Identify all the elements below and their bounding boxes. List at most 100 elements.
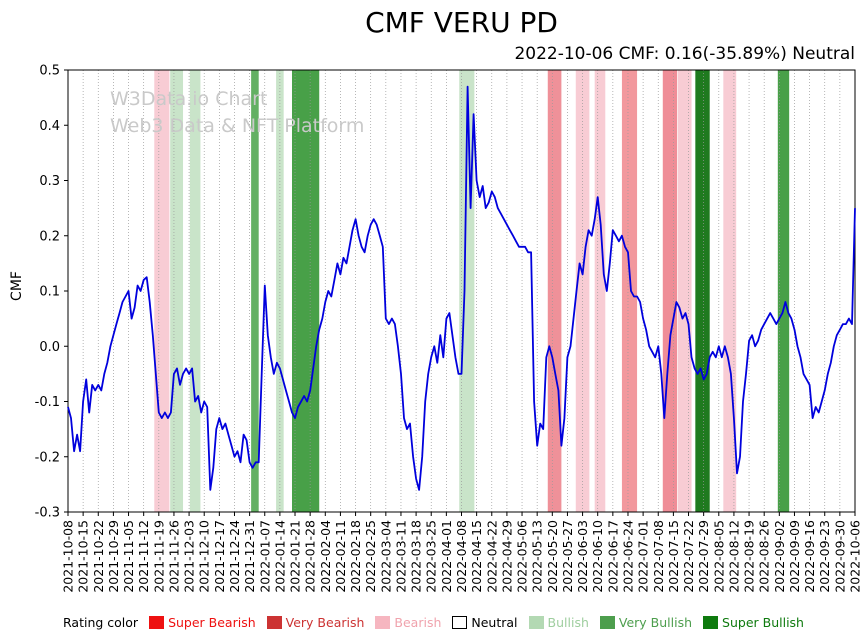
legend-swatch-very-bullish	[599, 616, 615, 629]
rating-band	[276, 70, 284, 512]
legend-item-super-bearish: Super Bearish	[149, 615, 256, 630]
legend-item-label: Very Bullish	[618, 615, 693, 630]
x-tick-label: 2022-03-04	[378, 520, 393, 593]
x-tick-label: 2022-04-29	[499, 520, 514, 593]
x-tick-label: 2022-05-06	[515, 520, 530, 593]
y-tick-label: -0.2	[35, 450, 60, 465]
x-tick-label: 2022-03-11	[393, 520, 408, 593]
legend-item-label: Super Bullish	[722, 615, 804, 630]
watermark-line2: Web3 Data & NFT Platform	[110, 114, 365, 137]
x-tick-label: 2022-01-14	[272, 520, 287, 593]
rating-band	[662, 70, 678, 512]
x-tick-label: 2022-02-18	[348, 520, 363, 593]
cmf-line	[67, 85, 856, 491]
rating-band	[594, 70, 606, 512]
x-tick-label: 2022-09-16	[802, 520, 817, 593]
legend-swatch-bearish	[375, 616, 391, 629]
x-tick-label: 2022-07-29	[696, 520, 711, 593]
x-tick-label: 2022-04-08	[454, 520, 469, 593]
x-tick-label: 2022-04-01	[439, 520, 454, 593]
legend-item-label: Super Bearish	[168, 615, 256, 630]
legend-swatch-bullish	[528, 616, 544, 629]
watermark: W3Data.io Chart Web3 Data & NFT Platform	[110, 86, 364, 139]
rating-band	[677, 70, 692, 512]
legend-item-label: Bullish	[547, 615, 589, 630]
x-tick-label: 2022-06-24	[620, 520, 635, 593]
rating-band	[251, 70, 259, 512]
x-tick-label: 2021-12-10	[197, 520, 212, 593]
x-tick-label: 2021-10-22	[91, 520, 106, 593]
x-tick-label: 2022-01-28	[303, 520, 318, 593]
legend-item-label: Bearish	[394, 615, 442, 630]
legend-item-label: Very Bearish	[285, 615, 365, 630]
x-tick-label: 2021-12-17	[212, 520, 227, 593]
x-tick-label: 2022-09-30	[832, 520, 847, 593]
x-tick-label: 2021-11-12	[136, 520, 151, 593]
rating-band	[777, 70, 790, 512]
chart-title: CMF VERU PD	[365, 6, 558, 39]
y-tick-label: 0.4	[39, 119, 60, 134]
y-tick-label: 0.2	[39, 229, 60, 244]
x-tick-label: 2021-11-05	[121, 520, 136, 593]
x-tick-label: 2021-10-08	[61, 520, 76, 593]
legend-swatch-neutral	[452, 616, 468, 629]
rating-band	[575, 70, 590, 512]
x-tick-label: 2022-07-15	[666, 520, 681, 593]
rating-band	[547, 70, 562, 512]
legend-item-bullish: Bullish	[528, 615, 589, 630]
legend-item-very-bullish: Very Bullish	[599, 615, 693, 630]
x-tick-label: 2022-05-20	[545, 520, 560, 593]
legend-item-very-bearish: Very Bearish	[266, 615, 365, 630]
x-tick-label: 2022-05-27	[560, 520, 575, 593]
x-tick-label: 2021-12-31	[242, 520, 257, 593]
y-tick-label: 0.5	[39, 64, 60, 79]
y-tick-label: 0.1	[39, 285, 60, 300]
x-tick-label: 2022-04-15	[469, 520, 484, 593]
x-tick-label: 2021-12-24	[227, 520, 242, 593]
x-tick-label: 2022-06-03	[575, 520, 590, 593]
legend-items: Super Bearish Very Bearish Bearish Neutral B…	[149, 615, 804, 630]
rating-band	[695, 70, 710, 512]
watermark-line1: W3Data.io Chart	[110, 88, 268, 110]
rating-legend: Rating color Super Bearish Very Bearish Be…	[0, 615, 867, 630]
y-tick-label: -0.1	[35, 395, 60, 410]
rating-band	[170, 70, 184, 512]
x-tick-label: 2022-08-05	[711, 520, 726, 593]
x-tick-label: 2021-10-29	[106, 520, 121, 593]
x-tick-label: 2022-02-25	[363, 520, 378, 593]
legend-item-bearish: Bearish	[375, 615, 441, 630]
legend-title: Rating color	[63, 615, 139, 630]
y-axis-label: CMF	[8, 271, 25, 301]
x-tick-label: 2021-11-26	[166, 520, 181, 593]
x-tick-label: 2022-03-25	[424, 520, 439, 593]
x-tick-label: 2022-04-22	[484, 520, 499, 593]
legend-swatch-super-bearish	[149, 616, 165, 629]
legend-swatch-very-bearish	[266, 616, 282, 629]
x-tick-label: 2022-07-08	[651, 520, 666, 593]
x-tick-label: 2022-03-18	[409, 520, 424, 593]
x-tick-label: 2022-06-17	[605, 520, 620, 593]
x-tick-label: 2022-10-06	[848, 520, 863, 593]
rating-band	[189, 70, 201, 512]
x-tick-label: 2022-09-02	[772, 520, 787, 593]
legend-item-super-bullish: Super Bullish	[703, 615, 804, 630]
rating-band	[291, 70, 320, 512]
x-tick-label: 2021-12-03	[182, 520, 197, 593]
x-tick-label: 2022-01-07	[257, 520, 272, 593]
y-tick-label: -0.3	[35, 506, 60, 521]
x-tick-label: 2022-09-09	[787, 520, 802, 593]
y-tick-label: 0.3	[39, 174, 60, 189]
x-tick-label: 2022-08-26	[757, 520, 772, 593]
x-tick-label: 2022-01-21	[288, 520, 303, 593]
x-tick-label: 2021-11-19	[151, 520, 166, 593]
x-tick-label: 2022-06-10	[590, 520, 605, 593]
legend-item-label: Neutral	[471, 615, 518, 630]
x-tick-label: 2022-08-19	[742, 520, 757, 593]
legend-item-neutral: Neutral	[452, 615, 518, 630]
x-tick-label: 2022-02-11	[333, 520, 348, 593]
x-tick-label: 2022-09-23	[817, 520, 832, 593]
y-tick-label: 0.0	[39, 340, 60, 355]
x-tick-label: 2022-02-04	[318, 520, 333, 593]
